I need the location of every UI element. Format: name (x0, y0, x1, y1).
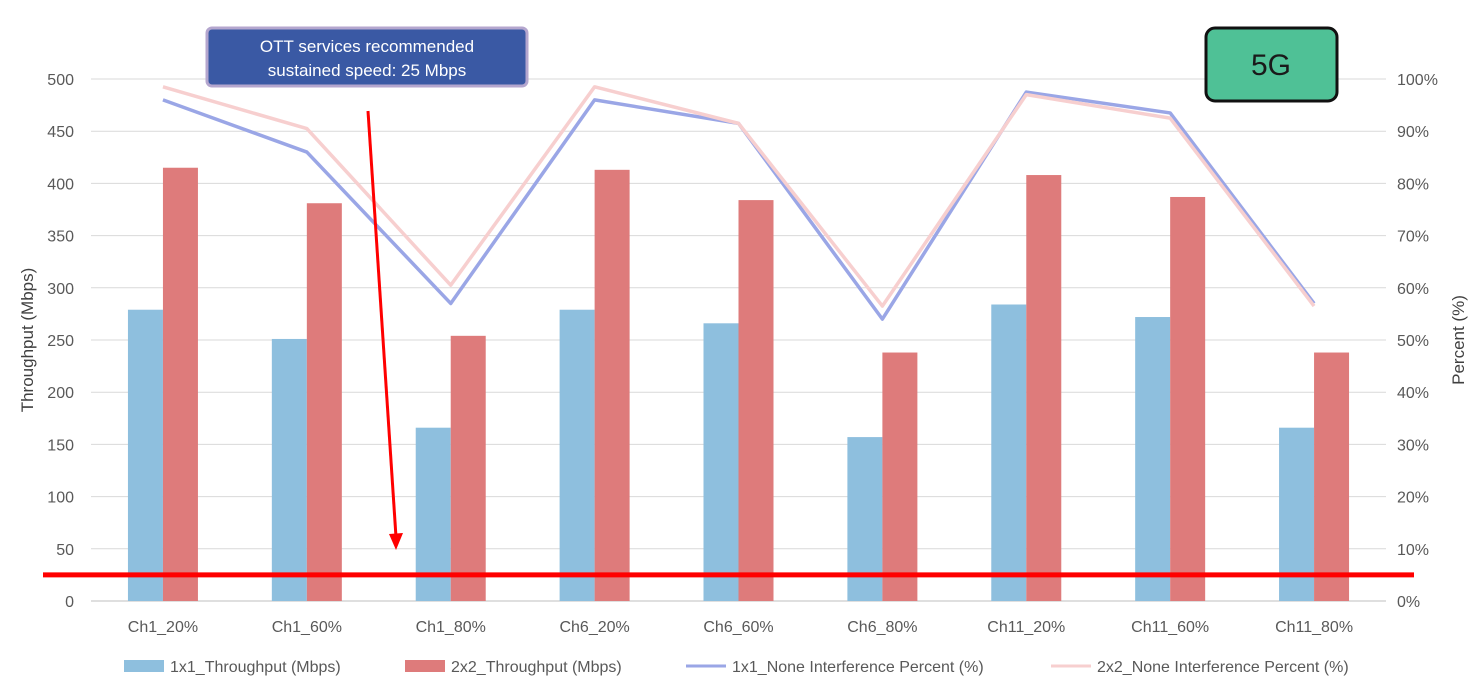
y-tick-label: 350 (47, 229, 74, 246)
badge-5g: 5G (1204, 26, 1339, 103)
legend-swatch-2x2-throughput (405, 660, 445, 672)
annotation-line-1: OTT services recommended (260, 37, 474, 56)
legend-label-1x1-percent: 1x1_None Interference Percent (%) (732, 659, 984, 676)
y-tick-label: 300 (47, 281, 74, 298)
bar-2x2-throughput (882, 352, 918, 601)
bar-2x2-throughput (1026, 175, 1062, 601)
x-tick-label: Ch11_60% (1131, 619, 1209, 636)
legend-label-2x2-percent: 2x2_None Interference Percent (%) (1097, 659, 1349, 676)
bar-2x2-throughput (162, 167, 198, 602)
y2-tick-label: 80% (1397, 176, 1429, 193)
badge-box (1204, 26, 1339, 103)
bar-2x2-throughput (738, 200, 774, 601)
legend-label-2x2-throughput: 2x2_Throughput (Mbps) (451, 659, 622, 676)
y2-tick-label: 20% (1397, 490, 1429, 507)
y2-tick-label: 90% (1397, 124, 1429, 141)
x-tick-label: Ch1_80% (416, 619, 486, 636)
y2-tick-label: 60% (1397, 281, 1429, 298)
annotation-arrow-head (389, 533, 403, 550)
bar-2x2-throughput (1170, 196, 1206, 602)
y2-tick-label: 10% (1397, 542, 1429, 559)
y2-tick-label: 30% (1397, 437, 1429, 454)
y-tick-label: 50 (56, 542, 74, 559)
bar-1x1-throughput (271, 338, 307, 601)
y2-tick-label: 100% (1397, 72, 1438, 89)
x-tick-label: Ch6_60% (703, 619, 773, 636)
y-tick-label: 150 (47, 437, 74, 454)
y2-tick-label: 0% (1397, 594, 1420, 611)
badge-label: 5G (1251, 49, 1291, 82)
bar-2x2-throughput (450, 335, 486, 601)
x-tick-label: Ch1_20% (128, 619, 198, 636)
bar-1x1-throughput (1279, 427, 1315, 601)
line-series-2x2-percent (162, 85, 1316, 308)
y2-axis-title: Percent (%) (1449, 295, 1468, 385)
lines-group (162, 85, 1316, 321)
bar-1x1-throughput (415, 427, 451, 601)
y-tick-label: 450 (47, 124, 74, 141)
x-tick-label: Ch1_60% (272, 619, 342, 636)
y2-tick-label: 70% (1397, 229, 1429, 246)
y-tick-label: 100 (47, 490, 74, 507)
bar-2x2-throughput (306, 203, 342, 601)
x-tick-label: Ch11_80% (1275, 619, 1353, 636)
y-tick-label: 400 (47, 176, 74, 193)
bar-2x2-throughput (594, 169, 630, 601)
legend-label-1x1-throughput: 1x1_Throughput (Mbps) (170, 659, 341, 676)
legend-swatch-1x1-throughput (124, 660, 164, 672)
tick-labels: 0 50 100 150 200 250 300 350 400 450 500 0% 10% 20% 30… (47, 72, 1438, 636)
y2-tick-label: 50% (1397, 333, 1429, 350)
x-tick-label: Ch6_80% (847, 619, 917, 636)
annotation-line-2: sustained speed: 25 Mbps (268, 61, 466, 80)
annotation-callout: OTT services recommended sustained speed… (205, 26, 529, 88)
bar-1x1-throughput (559, 309, 595, 601)
bar-1x1-throughput (127, 309, 163, 601)
bar-2x2-throughput (1314, 352, 1350, 601)
legend: 1x1_Throughput (Mbps) 2x2_Throughput (Mb… (124, 659, 1349, 676)
x-tick-label: Ch11_20% (987, 619, 1065, 636)
y-tick-label: 500 (47, 72, 74, 89)
y-tick-label: 0 (65, 594, 74, 611)
annotation-box (205, 26, 529, 88)
bar-1x1-throughput (703, 323, 739, 601)
bars-group (127, 167, 1350, 602)
bar-1x1-throughput (1135, 317, 1171, 601)
y-tick-label: 200 (47, 385, 74, 402)
y-tick-label: 250 (47, 333, 74, 350)
annotation-arrow-shaft (366, 110, 398, 538)
y2-tick-label: 40% (1397, 385, 1429, 402)
x-tick-label: Ch6_20% (559, 619, 629, 636)
y-axis-title: Throughput (Mbps) (18, 268, 37, 413)
bar-1x1-throughput (991, 304, 1027, 601)
